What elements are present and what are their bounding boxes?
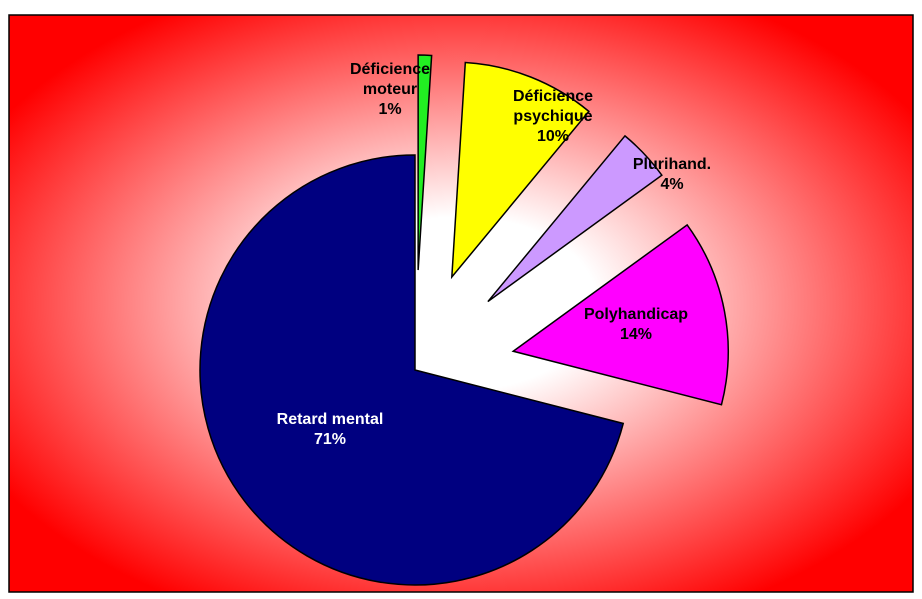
slice-label: Retard mental 71%: [270, 410, 390, 450]
slice-label: Polyhandicap 14%: [576, 305, 696, 345]
slice-label: Déficience moteur 1%: [330, 60, 450, 120]
slice-label: Plurihand. 4%: [612, 155, 732, 195]
pie-slice: [487, 134, 663, 303]
slice-label: Déficience psychique 10%: [493, 87, 613, 147]
pie-slice: [450, 61, 590, 280]
value-label: 14%: [619, 326, 653, 343]
pie-slice: [417, 54, 433, 271]
category-label: Polyhandicap: [583, 306, 689, 323]
value-label: 1%: [378, 101, 402, 118]
value-label: 71%: [313, 431, 347, 448]
pie-slice: [511, 223, 729, 406]
category-label: Déficience moteur: [349, 61, 431, 98]
category-label: Plurihand.: [632, 156, 712, 173]
pie-slice: [199, 154, 625, 586]
category-label: Retard mental: [276, 411, 384, 428]
value-label: 4%: [660, 176, 684, 193]
category-label: Déficience psychique: [512, 88, 594, 125]
value-label: 10%: [536, 128, 570, 145]
